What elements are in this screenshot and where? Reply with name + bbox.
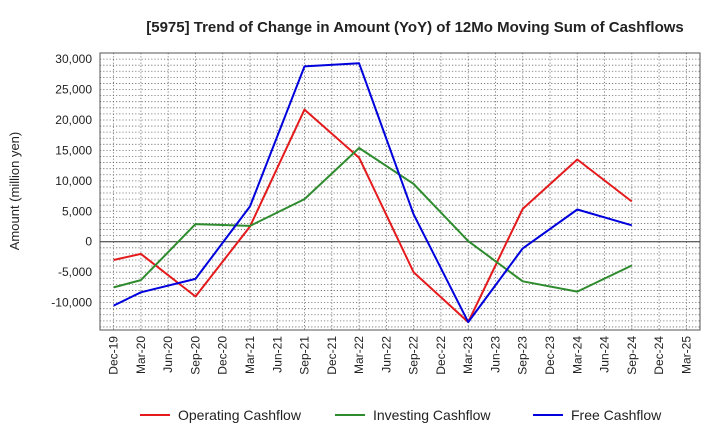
- x-tick-label: Dec-20: [216, 336, 230, 375]
- legend-label-operating-cashflow: Operating Cashflow: [178, 407, 302, 423]
- x-tick-label: Jun-22: [379, 336, 393, 373]
- plot-frame: [99, 52, 701, 331]
- chart-title: [5975] Trend of Change in Amount (YoY) o…: [146, 19, 684, 36]
- series-line-operating-cashflow: [113, 108, 633, 324]
- y-tick-label: 0: [85, 235, 92, 249]
- y-tick-label: 15,000: [55, 143, 92, 157]
- series-group: [113, 62, 633, 324]
- x-tick-label: Dec-22: [434, 336, 448, 375]
- x-tick-label: Sep-22: [407, 336, 421, 375]
- x-tick-label: Mar-21: [243, 336, 257, 374]
- x-tick-label: Sep-23: [516, 336, 530, 375]
- x-tick-label: Sep-21: [298, 336, 312, 375]
- x-tick-label: Dec-19: [107, 336, 121, 375]
- x-tick-label: Dec-21: [325, 336, 339, 375]
- y-tick-label: -10,000: [51, 296, 92, 310]
- x-tick-label: Sep-20: [188, 336, 202, 375]
- x-tick-label: Mar-23: [461, 336, 475, 374]
- x-tick-label: Dec-24: [652, 336, 666, 375]
- x-tick-label: Jun-21: [270, 336, 284, 373]
- y-tick-label: 30,000: [55, 52, 92, 66]
- y-tick-labels: -10,000 -5,000 0 5,000 10,000 15,000 20,000 25,…: [51, 52, 92, 310]
- x-tick-label: Mar-24: [570, 336, 584, 374]
- legend-label-free-cashflow: Free Cashflow: [571, 407, 662, 423]
- x-tick-label: Dec-23: [543, 336, 557, 375]
- legend: Operating Cashflow Investing Cashflow Free…: [140, 407, 662, 423]
- x-tick-label: Mar-22: [352, 336, 366, 374]
- y-tick-label: 20,000: [55, 113, 92, 127]
- y-tick-label: 5,000: [62, 204, 92, 218]
- series-line-investing-cashflow: [113, 147, 633, 293]
- legend-label-investing-cashflow: Investing Cashflow: [373, 407, 491, 423]
- x-tick-label: Sep-24: [625, 336, 639, 375]
- plot-area: [100, 53, 700, 330]
- x-tick-label: Jun-20: [161, 336, 175, 373]
- series-line-free-cashflow: [113, 62, 633, 324]
- x-tick-label: Jun-24: [598, 336, 612, 373]
- y-axis-label: Amount (million yen): [7, 132, 22, 251]
- x-tick-label: Mar-20: [134, 336, 148, 374]
- y-tick-label: -5,000: [58, 265, 92, 279]
- x-tick-label: Mar-25: [679, 336, 693, 374]
- x-tick-label: Jun-23: [488, 336, 502, 373]
- x-tick-labels: Dec-19 Mar-20 Jun-20 Sep-20 Dec-20 Mar-21 Jun-…: [107, 336, 694, 375]
- y-tick-label: 25,000: [55, 83, 92, 97]
- y-tick-label: 10,000: [55, 174, 92, 188]
